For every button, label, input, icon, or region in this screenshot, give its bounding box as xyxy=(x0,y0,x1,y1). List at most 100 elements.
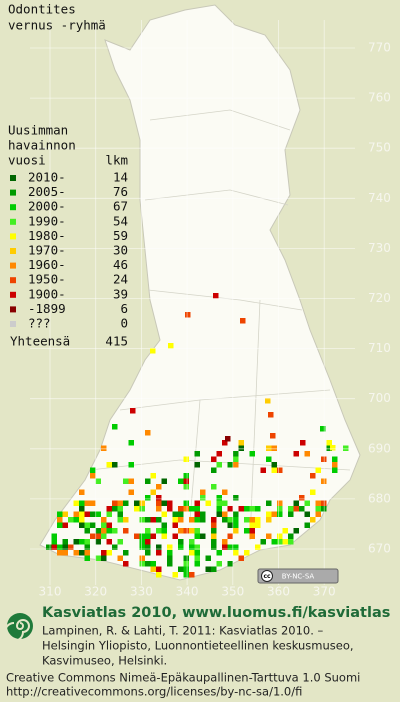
square xyxy=(172,522,178,528)
square xyxy=(139,500,145,506)
legend-label: 1960- xyxy=(28,257,66,272)
square xyxy=(134,500,140,506)
square xyxy=(277,500,283,506)
square xyxy=(332,462,338,468)
x-label: 330 xyxy=(130,585,153,599)
square xyxy=(95,511,101,517)
square xyxy=(332,456,338,462)
square xyxy=(156,550,162,556)
grid: 310 320 330 340 350 360 3707707607507407307207… xyxy=(30,20,391,599)
square xyxy=(266,533,272,539)
square xyxy=(150,517,156,523)
square xyxy=(189,528,195,534)
square xyxy=(211,522,217,528)
square xyxy=(222,440,228,446)
square xyxy=(84,500,90,506)
square xyxy=(205,555,211,561)
square xyxy=(293,451,299,457)
square xyxy=(249,451,255,457)
citation: Kasvimuseo, Helsinki. xyxy=(42,654,167,668)
square xyxy=(183,555,189,561)
square xyxy=(233,462,239,468)
square xyxy=(255,517,261,523)
square xyxy=(266,511,272,517)
legend-label: 1970- xyxy=(28,243,66,258)
y-label: 670 xyxy=(368,542,391,556)
square xyxy=(194,533,200,539)
square xyxy=(277,533,283,539)
square xyxy=(216,561,222,567)
square xyxy=(233,517,239,523)
square xyxy=(79,539,85,545)
square xyxy=(343,445,349,451)
legend-label: 2005- xyxy=(28,184,66,199)
square xyxy=(216,511,222,517)
legend-header: Uusimman xyxy=(8,123,68,138)
square xyxy=(167,555,173,561)
square xyxy=(183,566,189,572)
legend-swatch xyxy=(10,321,16,327)
square xyxy=(238,506,244,512)
square xyxy=(260,467,266,473)
square xyxy=(178,506,184,512)
square xyxy=(183,456,189,462)
square xyxy=(183,528,189,534)
square xyxy=(51,544,57,550)
square xyxy=(288,533,294,539)
badge-text: BY-NC-SA xyxy=(282,573,315,581)
square xyxy=(211,467,217,473)
square xyxy=(255,522,261,528)
square xyxy=(79,511,85,517)
license-badge: cc BY-NC-SA xyxy=(257,568,339,584)
legend-total: 415 xyxy=(105,334,128,349)
square xyxy=(266,456,272,462)
square xyxy=(321,456,327,462)
square xyxy=(288,539,294,545)
square xyxy=(84,511,90,517)
square xyxy=(51,533,57,539)
square xyxy=(117,500,123,506)
square xyxy=(189,544,195,550)
logo-circle xyxy=(7,613,33,639)
square xyxy=(233,495,239,501)
square xyxy=(84,539,90,545)
square xyxy=(299,495,305,501)
square xyxy=(145,533,151,539)
square xyxy=(139,517,145,523)
square xyxy=(167,550,173,556)
square xyxy=(84,550,90,556)
square xyxy=(106,522,112,528)
square xyxy=(211,456,217,462)
x-label: 370 xyxy=(313,585,336,599)
legend-count: 30 xyxy=(113,243,128,258)
square xyxy=(57,550,63,556)
square xyxy=(194,555,200,561)
square xyxy=(123,478,129,484)
square xyxy=(271,511,277,517)
square xyxy=(194,550,200,556)
legend-count: 14 xyxy=(113,170,128,185)
square xyxy=(222,517,228,523)
finland-outline xyxy=(39,4,361,581)
legend-header: vuosi xyxy=(8,153,46,168)
legend-swatch xyxy=(10,189,16,196)
square xyxy=(200,495,206,501)
square xyxy=(227,506,233,512)
square xyxy=(168,343,174,349)
square xyxy=(249,506,255,512)
square xyxy=(73,550,79,556)
square xyxy=(62,544,68,550)
square xyxy=(244,517,250,523)
square xyxy=(227,533,233,539)
square xyxy=(123,550,129,556)
square xyxy=(233,451,239,457)
square xyxy=(233,544,239,550)
square xyxy=(315,511,321,517)
square xyxy=(277,506,283,512)
square xyxy=(211,528,217,534)
square xyxy=(321,506,327,512)
square xyxy=(156,528,162,534)
square xyxy=(211,484,217,490)
square xyxy=(172,533,178,539)
brand: Kasviatlas 2010, www.luomus.fi/kasviatla… xyxy=(42,605,390,621)
